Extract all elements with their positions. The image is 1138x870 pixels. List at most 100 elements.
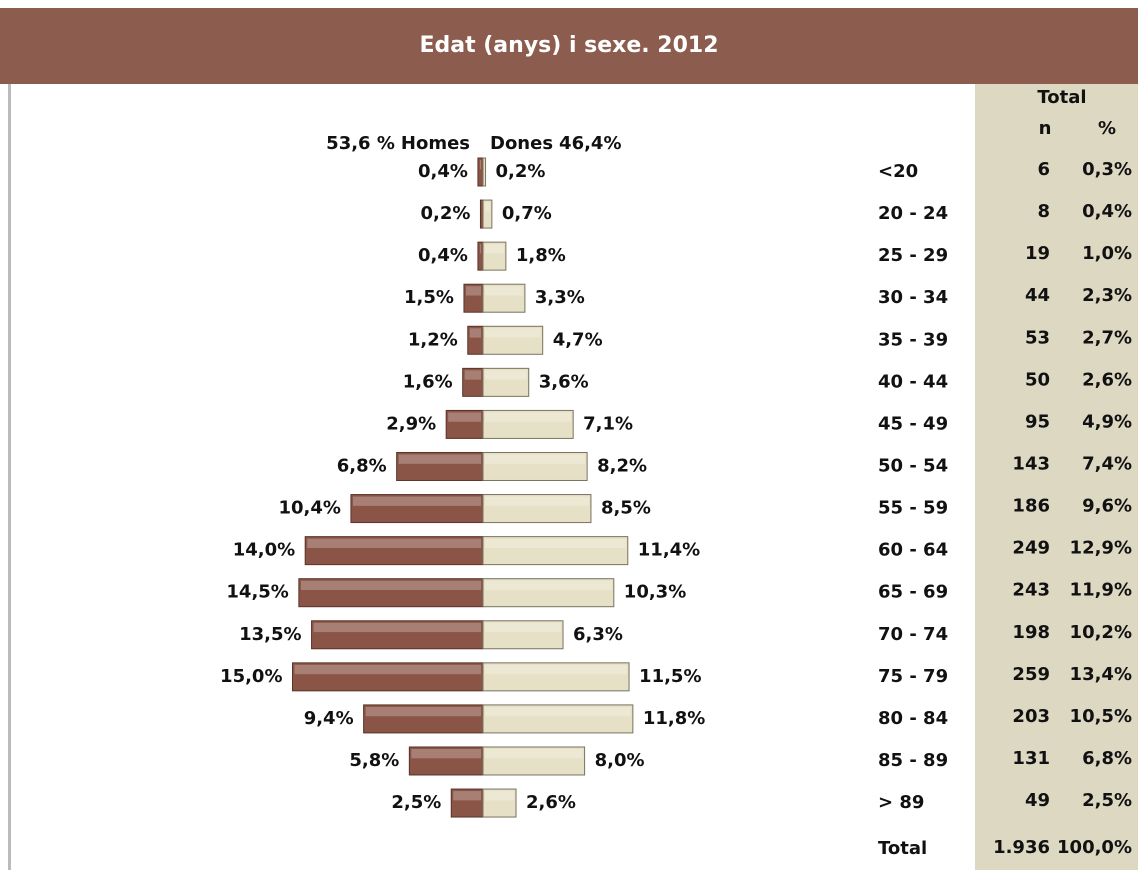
table-cell: 8: [1037, 201, 1050, 222]
left-border: [8, 84, 11, 870]
value-label: 5,8%: [349, 750, 399, 771]
value-label: 11,8%: [643, 708, 705, 729]
category-label: 35 - 39: [878, 329, 948, 350]
table-cell: 249: [1012, 538, 1050, 559]
value-label: 10,4%: [278, 498, 340, 519]
legend-share: 46,4%: [559, 133, 621, 154]
value-label: 1,6%: [403, 371, 453, 392]
bar: [363, 704, 484, 734]
table-cell: 10,5%: [1070, 706, 1132, 727]
value-label: 0,2%: [421, 203, 471, 224]
bar: [482, 620, 564, 650]
category-label: <20: [878, 161, 918, 182]
value-label: 8,5%: [601, 498, 651, 519]
table-cell: 19: [1025, 243, 1050, 264]
category-label: 65 - 69: [878, 582, 948, 603]
table-cell: 6: [1037, 159, 1050, 180]
bar-highlight: [485, 622, 562, 633]
value-label: 0,2%: [496, 161, 546, 182]
category-label: > 89: [878, 792, 924, 813]
legend-name: Homes: [401, 133, 470, 154]
table-cell: 95: [1025, 411, 1050, 432]
bar: [482, 367, 530, 397]
table-cell: 12,9%: [1070, 538, 1132, 559]
value-label: 4,7%: [553, 329, 603, 350]
value-label: 3,6%: [539, 371, 589, 392]
bar: [482, 283, 526, 313]
category-label: 45 - 49: [878, 413, 948, 434]
table-total: 100,0%: [1057, 837, 1132, 858]
table-cell: 6,8%: [1082, 748, 1132, 769]
bar-highlight: [307, 538, 481, 548]
bar-highlight: [398, 454, 481, 464]
table-cell: 2,6%: [1082, 369, 1132, 390]
value-label: 11,5%: [639, 666, 701, 687]
value-label: 2,5%: [391, 792, 441, 813]
bar: [482, 704, 634, 734]
bar-highlight: [485, 748, 583, 759]
bar: [482, 536, 629, 566]
table-cell: 2,5%: [1082, 790, 1132, 811]
bar: [482, 451, 588, 481]
value-label: 10,3%: [624, 582, 686, 603]
category-label: 80 - 84: [878, 708, 948, 729]
table-total: 1.936: [993, 837, 1050, 858]
bar-highlight: [300, 580, 481, 591]
legend-dones: Dones 46,4%: [490, 133, 622, 154]
value-label: 1,2%: [408, 329, 458, 350]
bar: [482, 409, 574, 439]
table-cell: 4,9%: [1082, 411, 1132, 432]
bar-highlight: [479, 244, 481, 254]
bar-highlight: [469, 328, 481, 338]
value-label: 0,4%: [418, 245, 468, 266]
category-label: 85 - 89: [878, 750, 948, 771]
bar: [482, 325, 544, 355]
value-label: 6,3%: [573, 624, 623, 645]
table-cell: 50: [1025, 369, 1050, 390]
bar: [298, 578, 484, 608]
bar-highlight: [485, 202, 490, 212]
table-cell: 10,2%: [1070, 622, 1132, 643]
bar-highlight: [411, 748, 481, 759]
table-cell: 7,4%: [1082, 453, 1132, 474]
category-label: 75 - 79: [878, 666, 948, 687]
category-label: 40 - 44: [878, 371, 948, 392]
value-label: 2,9%: [386, 413, 436, 434]
bar: [482, 494, 592, 524]
table-cell: 11,9%: [1070, 580, 1132, 601]
table-cell: 0,4%: [1082, 201, 1132, 222]
bar: [396, 451, 484, 481]
value-label: 1,5%: [404, 287, 454, 308]
table-cell: 186: [1012, 496, 1050, 517]
bar: [350, 494, 484, 524]
category-label: 55 - 59: [878, 498, 948, 519]
title-bar: [0, 8, 1138, 84]
category-label: 60 - 64: [878, 540, 948, 561]
value-label: 14,5%: [226, 582, 288, 603]
bar: [482, 788, 517, 818]
bar: [482, 241, 507, 271]
value-label: 7,1%: [583, 413, 633, 434]
bar-highlight: [485, 244, 504, 254]
bar: [482, 157, 487, 187]
value-label: 14,0%: [233, 540, 295, 561]
bar-highlight: [365, 706, 481, 717]
table-cell: 9,6%: [1082, 496, 1132, 517]
bar-highlight: [453, 791, 481, 801]
chart-title: Edat (anys) i sexe. 2012: [419, 33, 718, 58]
table-cell: 2,3%: [1082, 285, 1132, 306]
value-label: 3,3%: [535, 287, 585, 308]
value-label: 6,8%: [337, 455, 387, 476]
table-background: [975, 84, 1138, 870]
bar-highlight: [485, 412, 572, 422]
bar-highlight: [485, 454, 586, 464]
table-cell: 243: [1012, 580, 1050, 601]
table-cell: 0,3%: [1082, 159, 1132, 180]
bar: [445, 409, 484, 439]
legend-homes: 53,6 % Homes: [326, 133, 470, 154]
bar-highlight: [485, 286, 523, 296]
table-cell: 143: [1012, 453, 1050, 474]
bar-highlight: [485, 370, 527, 380]
value-label: 8,0%: [595, 750, 645, 771]
value-label: 15,0%: [220, 666, 282, 687]
